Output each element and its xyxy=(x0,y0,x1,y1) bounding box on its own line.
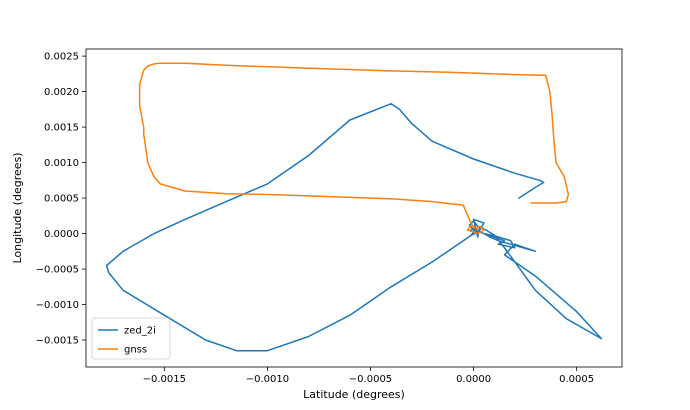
x-axis: −0.0015 −0.0010 −0.0005 0.0000 0.0005 xyxy=(143,367,594,385)
plot-background xyxy=(86,49,622,367)
x-tick-label: −0.0010 xyxy=(246,374,289,385)
y-tick-label: 0.0020 xyxy=(44,87,79,98)
x-axis-label: Latitude (degrees) xyxy=(303,388,405,401)
series-line-zed-2i xyxy=(105,102,603,352)
x-tick-label: −0.0005 xyxy=(349,374,392,385)
y-tick-label: 0.0005 xyxy=(44,194,79,205)
plot-area xyxy=(105,62,603,352)
y-tick-label: −0.0010 xyxy=(36,300,79,311)
y-axis-label: Longitude (degrees) xyxy=(11,152,24,263)
y-tick-label: 0.0015 xyxy=(44,123,79,134)
y-axis: −0.0015 −0.0010 −0.0005 0.0000 0.0005 0.0010 0… xyxy=(36,52,86,347)
y-tick-label: 0.0025 xyxy=(44,52,79,63)
y-tick-label: 0.0000 xyxy=(44,229,79,240)
y-tick-label: 0.0010 xyxy=(44,158,79,169)
legend-label: zed_2i xyxy=(124,326,156,337)
y-tick-label: −0.0005 xyxy=(36,265,79,276)
x-tick-label: 0.0000 xyxy=(456,374,491,385)
series-line-gnss xyxy=(138,62,570,235)
legend-label: gnss xyxy=(124,345,147,356)
x-tick-label: −0.0015 xyxy=(143,374,186,385)
plot-frame xyxy=(85,48,623,368)
x-tick-label: 0.0005 xyxy=(559,374,594,385)
y-tick-label: −0.0015 xyxy=(36,336,79,347)
